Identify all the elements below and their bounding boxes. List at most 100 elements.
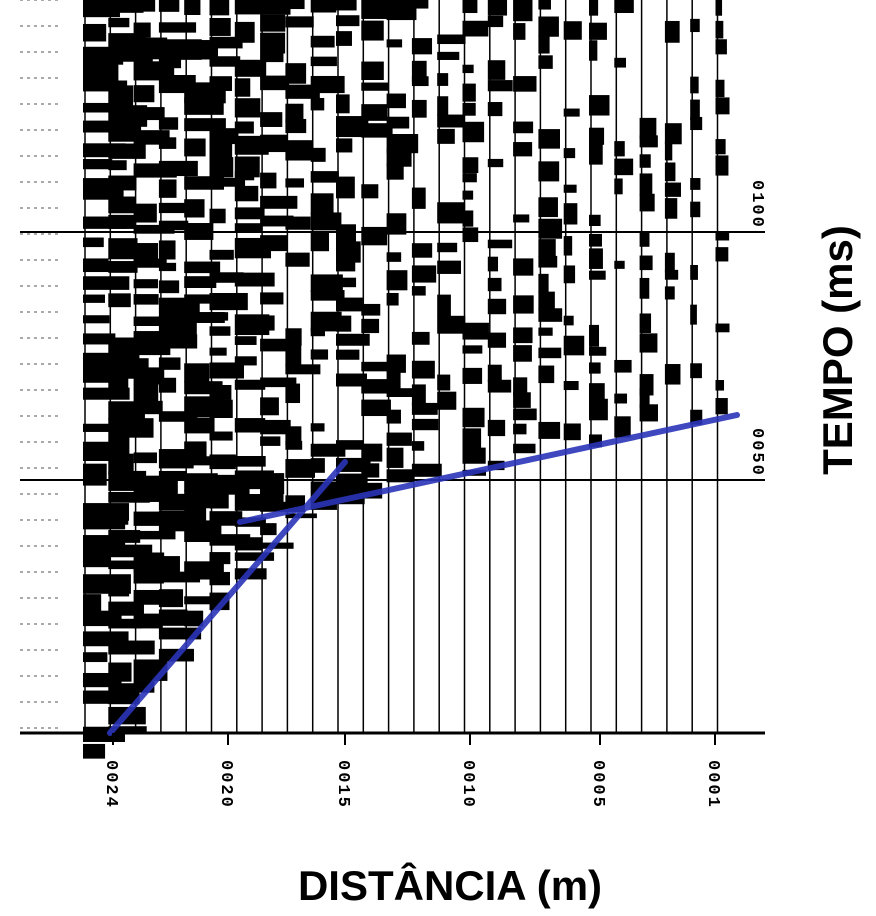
wiggle-fill: [639, 313, 652, 333]
wiggle-fill: [133, 107, 165, 121]
wiggle-fill: [310, 327, 325, 337]
wiggle-fill: [108, 196, 136, 214]
wiggle-fill: [437, 242, 458, 253]
wiggle-fill: [538, 239, 556, 257]
wiggle-fill: [108, 160, 127, 171]
wiggle-fill: [538, 421, 561, 439]
x-ticks: 0024 0020 0015 0010 0005 0001: [101, 733, 722, 809]
wiggle-fill: [158, 411, 198, 422]
wiggle-fill: [158, 57, 182, 69]
wiggle-fill: [336, 15, 360, 27]
wiggle-fill: [133, 383, 159, 403]
wiggle-fill: [260, 436, 281, 446]
wiggle-fill: [285, 118, 307, 134]
wiggle-fill: [234, 379, 266, 390]
wiggle-fill: [184, 261, 221, 274]
wiggle-fill: [715, 398, 728, 415]
wiggle-fill: [462, 447, 486, 464]
wiggle-fill: [336, 440, 364, 450]
wiggle-fill: [664, 20, 680, 43]
wiggle-fill: [437, 202, 466, 224]
wiggle-fill: [234, 272, 275, 287]
wiggle-fill: [108, 337, 140, 360]
wiggle-fill: [664, 162, 676, 182]
wiggle-fill: [158, 470, 187, 481]
wiggle-fill: [462, 0, 478, 14]
wiggle-fill: [589, 324, 600, 347]
wiggle-fill: [158, 220, 189, 231]
wiggle-fill: [361, 226, 388, 246]
wiggle-fill: [538, 129, 560, 149]
wiggle-fill: [83, 102, 123, 113]
wiggle-fill: [513, 377, 528, 396]
wiggle-fill: [538, 365, 555, 384]
x-tick-label: 0024: [101, 760, 120, 809]
wiggle-fill: [133, 492, 169, 502]
wiggle-fill: [639, 388, 650, 409]
wiggle-fill: [513, 258, 534, 276]
wiggle-fill: [513, 214, 530, 223]
wiggle-fill: [715, 79, 725, 98]
wiggle-fill: [234, 223, 263, 233]
wiggle-fill: [715, 247, 729, 262]
wiggle-fill: [437, 34, 466, 45]
wiggle-fill: [487, 277, 502, 292]
wiggle-fill: [538, 197, 558, 218]
wiggle-fill: [184, 294, 212, 304]
wiggle-fill: [83, 441, 110, 462]
wiggle-fill: [83, 333, 116, 345]
wiggle-fill: [108, 453, 134, 475]
wiggle-fill: [260, 172, 277, 189]
wiggle-fill: [361, 318, 380, 334]
wiggle-fill: [158, 117, 179, 130]
wiggle-fill: [234, 59, 267, 77]
wiggle-fill: [209, 17, 231, 36]
wiggle-fill: [437, 374, 451, 391]
wiggle-fill: [690, 264, 698, 280]
wiggle-fill: [133, 0, 156, 12]
wiggle-fill: [234, 21, 255, 43]
wiggle-fill: [234, 418, 266, 433]
wiggle-fill: [310, 75, 345, 94]
wiggle-fill: [538, 161, 560, 182]
wiggle-fill: [664, 286, 675, 300]
wiggle-fill: [108, 261, 138, 273]
wiggle-fill: [411, 402, 438, 415]
wiggle-fill: [386, 39, 403, 48]
x-tick-label: 0001: [703, 760, 722, 809]
wiggle-fill: [260, 75, 290, 91]
wiggle-fill: [108, 726, 147, 733]
wiggle-fill: [184, 118, 226, 132]
wiggle-fill: [386, 388, 416, 397]
wiggle-fill: [83, 159, 113, 170]
wiggle-fill: [361, 379, 388, 394]
wiggle-fill: [690, 76, 699, 94]
wiggle-fill: [589, 270, 606, 280]
wiggle-fill: [285, 63, 307, 84]
wiggle-fill: [133, 530, 176, 540]
wiggle-fill: [133, 279, 158, 289]
wiggle-fill: [437, 315, 466, 334]
wiggle-fill: [487, 0, 508, 16]
wiggle-fill: [411, 463, 442, 477]
wiggle-fill: [158, 589, 184, 608]
wiggle-fill: [513, 142, 533, 157]
wiggle-fill: [690, 363, 702, 379]
wiggle-fill: [563, 315, 574, 326]
wiggle-fill: [715, 0, 723, 16]
wiggle-fill: [285, 328, 302, 346]
wiggle-fill: [386, 354, 406, 373]
wiggle-fill: [336, 224, 357, 243]
wiggle-fill: [184, 276, 217, 288]
wiggle-fill: [234, 356, 257, 366]
wiggle-fill: [361, 399, 391, 417]
wiggle-fill: [184, 312, 225, 323]
wiggle-fill: [386, 292, 399, 306]
wiggle-fill: [639, 404, 658, 422]
wiggle-fill: [184, 199, 205, 218]
wiggle-fill: [386, 0, 417, 21]
wiggle-fill: [386, 371, 401, 391]
wiggle-fill: [487, 239, 513, 249]
wiggle-fill: [437, 73, 449, 86]
wiggle-fill: [639, 193, 655, 212]
